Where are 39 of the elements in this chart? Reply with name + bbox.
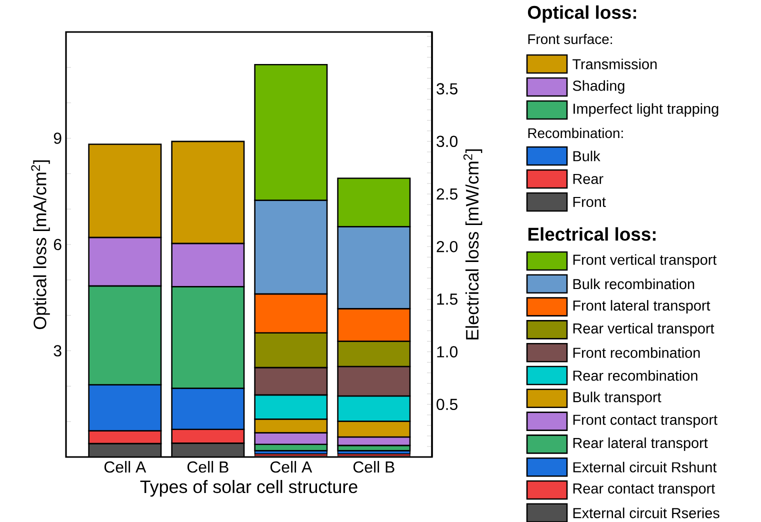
text: Front surface: [528, 34, 612, 44]
text: Recombination: [528, 128, 623, 138]
legend-label: External circuit Rshunt [573, 462, 717, 472]
text: Optical loss: [528, 5, 636, 23]
legend-label: Rear vertical transport [573, 322, 714, 336]
y-tick-label: 3 [54, 345, 62, 356]
legend-label: Imperfect light trapping [574, 103, 718, 117]
legend-label: Rear [573, 174, 604, 184]
y2-axis-title: Electrical loss [mW/cm$^{2}$] [463, 149, 482, 340]
y2-tick-label: 1.5 [437, 294, 458, 305]
legend-label: Front vertical transport [573, 254, 717, 268]
y2-tick-label: 1.0 [437, 346, 458, 358]
y2-tick-label: 3.0 [436, 136, 458, 148]
legend-label: Bulk [573, 150, 600, 162]
y2-tick-label: 2.5 [436, 188, 458, 200]
legend-label: Front [573, 196, 606, 208]
x-tick-label: Cell A [270, 460, 312, 473]
legend-label: Bulk transport [573, 392, 662, 406]
legend-label: Rear lateral transport [573, 437, 708, 451]
y-tick-label: 9 [54, 132, 62, 144]
legend-label: Front contact transport [573, 414, 718, 428]
y-axis-title: Optical loss [mA/cm$^{2}$] [31, 160, 50, 330]
legend-label: External circuit Rseries [573, 508, 720, 518]
y-tick-label: 6 [54, 238, 62, 250]
x-tick-label: Cell B [187, 460, 228, 473]
legend-label: Front recombination [573, 347, 700, 358]
legend-label: Transmission [572, 58, 657, 70]
text: Electrical loss: [528, 227, 656, 241]
y2-tick-label: 3.5 [436, 83, 458, 94]
y2-tick-label: 2.0 [436, 240, 458, 252]
y2-tick-label: 0.5 [436, 398, 458, 410]
x-axis-title: Types of solar cell structure [140, 480, 358, 497]
legend-label: Rear contact transport [573, 484, 715, 496]
legend-label: Shading [572, 80, 624, 94]
legend-label: Front lateral transport [573, 300, 710, 314]
x-tick-label: Cell B [353, 460, 394, 473]
legend-label: Rear recombination [573, 370, 698, 381]
x-tick-label: Cell A [104, 460, 146, 473]
legend-label: Bulk recombination [573, 278, 694, 290]
